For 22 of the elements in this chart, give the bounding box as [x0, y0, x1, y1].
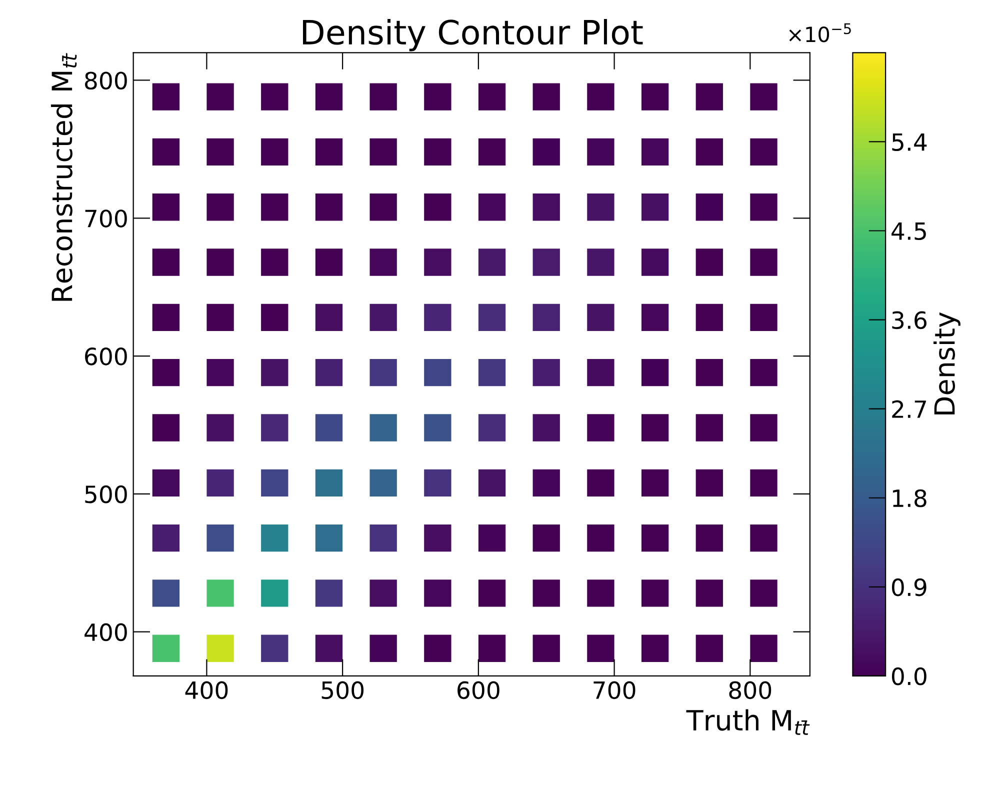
x-tick-label: 600: [458, 681, 500, 700]
x-tick-label: 800: [729, 681, 772, 700]
color-bar-title: Density: [934, 312, 960, 414]
y-tick-label: 800: [85, 72, 127, 90]
y-tick-label: 400: [84, 623, 127, 642]
color-bar-label: 3.6: [892, 311, 926, 330]
color-bar-label: 1.8: [893, 489, 926, 508]
x-tick-label: 700: [594, 681, 636, 700]
y-tick-label: 500: [85, 485, 127, 504]
x-tick-label: 500: [322, 681, 364, 700]
color-bar-label: 4.5: [892, 222, 926, 240]
chart-title: Density Contour Plot: [302, 19, 643, 52]
color-bar-label: 5.4: [892, 133, 927, 152]
text: ×10$^{−5}$: [789, 23, 851, 42]
y-tick-label: 700: [85, 210, 127, 228]
x-axis-title: Truth M$_{tt̄}$: [686, 709, 810, 735]
y-tick-label: 600: [85, 347, 127, 366]
color-bar-label: 2.7: [892, 400, 926, 418]
x-tick-label: 400: [185, 681, 228, 700]
color-bar-label: 0.9: [892, 578, 926, 596]
color-bar-label: 0.0: [892, 667, 926, 686]
y-axis-title: Reconstructed M$_{tt̄}$: [50, 53, 77, 301]
